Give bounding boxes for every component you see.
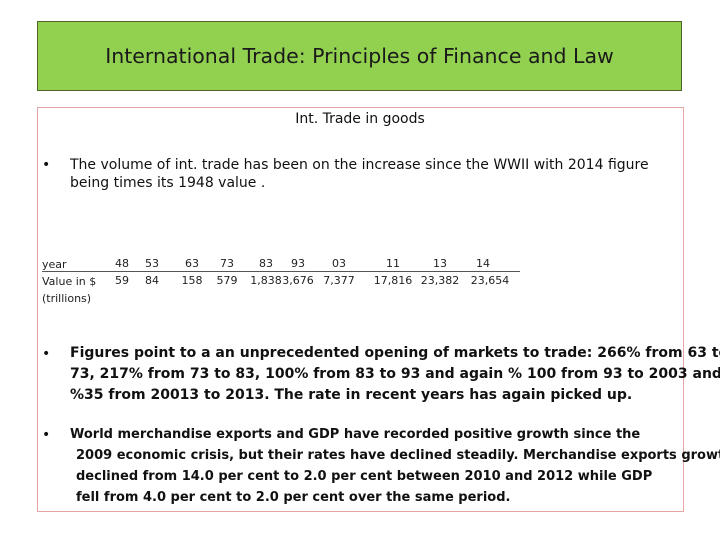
year-cell: 63 — [185, 257, 199, 270]
bullet-3-line-2: 2009 economic crisis, but their rates ha… — [76, 448, 720, 463]
slide-title-box: International Trade: Principles of Finan… — [37, 21, 682, 91]
bullet-3-icon: • — [42, 427, 51, 443]
year-cell: 03 — [332, 257, 346, 270]
bullet-3-line-4: fell from 4.0 per cent to 2.0 per cent o… — [76, 490, 511, 505]
bullet-3-text: World merchandise exports and GDP have r… — [70, 424, 720, 508]
value-cell: 1,838 — [250, 274, 282, 287]
label-units: (trillions) — [42, 292, 92, 305]
value-cell: 17,816 — [373, 274, 413, 287]
label-year: year — [42, 258, 67, 271]
bullet-2-line-2: 73, 217% from 73 to 83, 100% from 83 to … — [70, 366, 720, 382]
value-cell: 23,654 — [470, 274, 510, 287]
bullet-1-line-1: The volume of int. trade has been on the… — [70, 157, 649, 173]
bullet-3-line-3: declined from 14.0 per cent to 2.0 per c… — [76, 469, 653, 484]
table-row-labels: year Value in $ (trillions) — [42, 256, 96, 307]
value-cell: 3,676 — [282, 274, 314, 287]
value-cell: 7,377 — [323, 274, 355, 287]
bullet-2-icon: • — [42, 346, 51, 362]
year-cell: 14 — [476, 257, 490, 270]
content-panel — [37, 107, 684, 512]
bullet-2-text: Figures point to a an unprecedented open… — [70, 343, 720, 406]
bullet-3-line-1: World merchandise exports and GDP have r… — [70, 427, 641, 442]
value-cell: 23,382 — [420, 274, 460, 287]
value-cell: 579 — [216, 274, 238, 287]
bullet-1-line-2: being times its 1948 value . — [70, 175, 266, 191]
year-cell: 73 — [220, 257, 234, 270]
label-value: Value in $ — [42, 275, 97, 288]
bullet-2-line-3: %35 from 20013 to 2013. The rate in rece… — [70, 387, 633, 403]
bullet-1-text: The volume of int. trade has been on the… — [70, 156, 649, 192]
bullet-2-line-1: Figures point to a an unprecedented open… — [70, 345, 720, 361]
bullet-1-icon: • — [42, 157, 51, 173]
year-cell: 13 — [433, 257, 447, 270]
year-cell: 53 — [145, 257, 159, 270]
value-cell: 84 — [145, 274, 159, 287]
year-underline — [42, 271, 520, 272]
value-cell: 158 — [181, 274, 203, 287]
year-cell: 83 — [259, 257, 273, 270]
slide-title: International Trade: Principles of Finan… — [105, 44, 614, 68]
year-cell: 93 — [291, 257, 305, 270]
year-cell: 11 — [386, 257, 400, 270]
year-cell: 48 — [115, 257, 129, 270]
value-cell: 59 — [115, 274, 129, 287]
section-subtitle: Int. Trade in goods — [295, 111, 425, 127]
